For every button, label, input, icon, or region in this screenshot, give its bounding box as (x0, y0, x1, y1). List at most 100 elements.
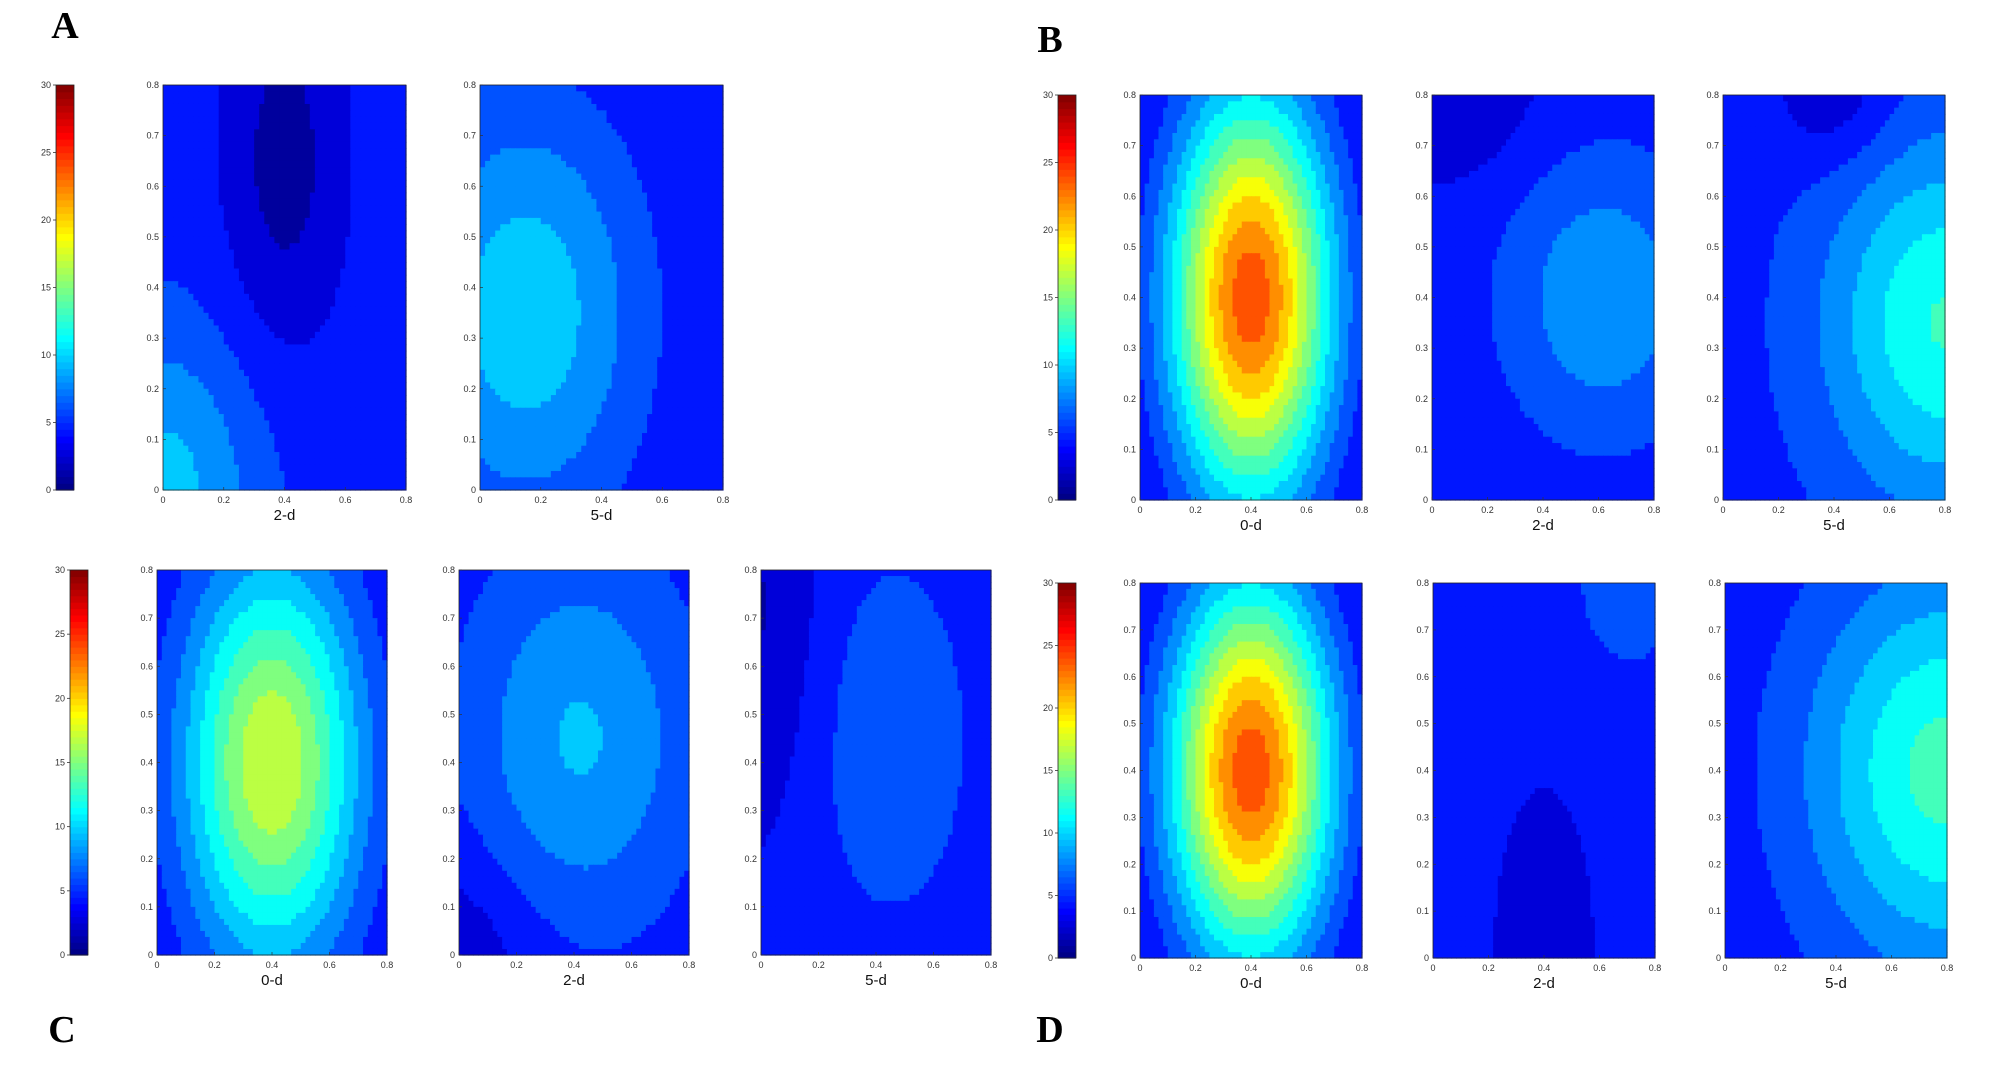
heatmap-cell (239, 155, 245, 162)
heatmap-cell (300, 269, 306, 276)
heatmap-cell (219, 243, 225, 250)
heatmap-cell (214, 104, 220, 111)
heatmap-cell (163, 243, 169, 250)
colorbar-segment (56, 382, 74, 389)
heatmap-cell (300, 117, 306, 124)
heatmap-cell (310, 262, 316, 269)
heatmap-cell (381, 237, 387, 244)
heatmap-cell (239, 382, 245, 389)
heatmap-cell (366, 180, 372, 187)
heatmap-cell (198, 155, 204, 162)
heatmap-cell (193, 288, 199, 295)
heatmap-cell (239, 174, 245, 181)
heatmap-cell (214, 142, 220, 149)
heatmap-cell (198, 300, 204, 307)
heatmap-cell (340, 224, 346, 231)
heatmap-cell (204, 186, 210, 193)
heatmap-cell (234, 85, 240, 92)
heatmap-cell (295, 376, 301, 383)
heatmap-cell (183, 325, 189, 332)
heatmap-cell (290, 262, 296, 269)
heatmap-cell (204, 395, 210, 402)
heatmap-cell (345, 250, 351, 257)
heatmap-cell (381, 269, 387, 276)
heatmap-cell (168, 231, 174, 238)
heatmap-cell (269, 231, 275, 238)
heatmap-cell (320, 338, 326, 345)
heatmap-cell (391, 269, 397, 276)
heatmap-cell (163, 180, 169, 187)
heatmap-cell (340, 250, 346, 257)
heatmap-cell (178, 161, 184, 168)
heatmap-cell (183, 148, 189, 155)
heatmap-cell (310, 142, 316, 149)
heatmap-cell (345, 237, 351, 244)
heatmap-cell (396, 117, 402, 124)
colorbar-segment (56, 105, 74, 112)
heatmap-cell (219, 363, 225, 370)
heatmap-cell (290, 142, 296, 149)
heatmap-cell (335, 129, 341, 136)
heatmap-cell (163, 142, 169, 149)
heatmap-cell (188, 313, 194, 320)
heatmap-cell (264, 218, 270, 225)
heatmap-cell (219, 136, 225, 143)
heatmap-cell (335, 275, 341, 282)
heatmap-cell (163, 389, 169, 396)
heatmap-cell (350, 148, 356, 155)
heatmap-cell (310, 243, 316, 250)
heatmap-cell (219, 306, 225, 313)
heatmap-cell (168, 148, 174, 155)
heatmap-cell (279, 104, 285, 111)
heatmap-cell (229, 85, 235, 92)
heatmap-cell (224, 262, 230, 269)
heatmap-cell (335, 300, 341, 307)
heatmap-cell (188, 344, 194, 351)
heatmap-cell (366, 250, 372, 257)
heatmap-cell (244, 142, 250, 149)
heatmap-cell (315, 300, 321, 307)
heatmap-cell (219, 382, 225, 389)
heatmap-cell (290, 332, 296, 339)
heatmap-cell (320, 275, 326, 282)
heatmap-cell (224, 186, 230, 193)
heatmap-cell (204, 250, 210, 257)
heatmap-cell (219, 300, 225, 307)
heatmap-cell (300, 85, 306, 92)
heatmap-cell (315, 256, 321, 263)
heatmap-cell (290, 123, 296, 130)
heatmap-cell (178, 306, 184, 313)
heatmap-cell (188, 174, 194, 181)
heatmap-cell (350, 357, 356, 364)
heatmap-cell (234, 357, 240, 364)
heatmap-cell (325, 288, 331, 295)
heatmap-cell (214, 313, 220, 320)
heatmap-cell (239, 129, 245, 136)
heatmap-cell (376, 357, 382, 364)
heatmap-cell (381, 161, 387, 168)
heatmap-cell (219, 344, 225, 351)
heatmap-cell (366, 275, 372, 282)
heatmap-cell (391, 167, 397, 174)
heatmap-cell (193, 167, 199, 174)
heatmap-cell (290, 224, 296, 231)
heatmap-cell (279, 243, 285, 250)
heatmap-cell (279, 357, 285, 364)
heatmap-cell (209, 224, 215, 231)
heatmap-cell (214, 161, 220, 168)
heatmap-cell (188, 186, 194, 193)
heatmap-cell (335, 180, 341, 187)
heatmap-cell (239, 98, 245, 105)
heatmap-cell (183, 205, 189, 212)
heatmap-cell (209, 269, 215, 276)
heatmap-cell (290, 269, 296, 276)
heatmap-cell (234, 110, 240, 117)
heatmap-cell (274, 281, 280, 288)
heatmap-cell (345, 98, 351, 105)
heatmap-cell (178, 294, 184, 301)
heatmap-cell (239, 275, 245, 282)
heatmap-cell (371, 231, 377, 238)
heatmap-cell (345, 161, 351, 168)
heatmap-cell (330, 363, 336, 370)
heatmap-cell (244, 123, 250, 130)
